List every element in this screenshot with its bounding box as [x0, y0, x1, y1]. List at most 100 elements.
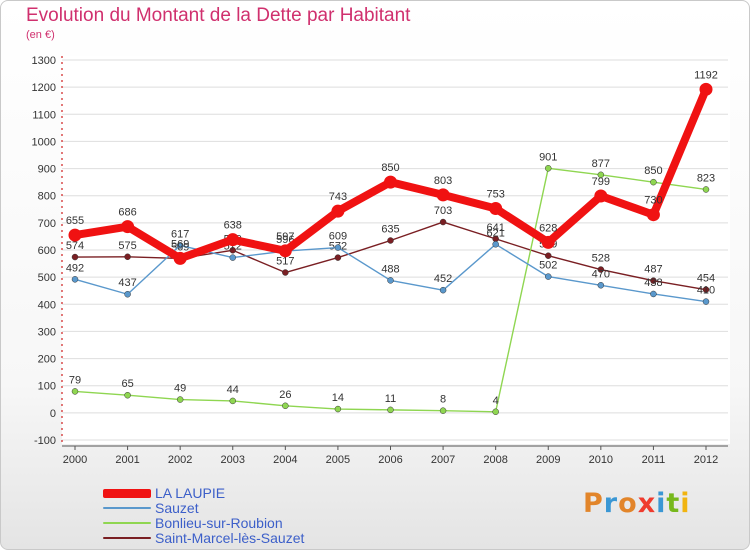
x-tick-label: 2002: [168, 454, 192, 466]
data-point: [176, 396, 184, 403]
y-tick-label: 300: [38, 326, 56, 338]
legend-swatch: [103, 507, 151, 509]
data-label: 635: [381, 224, 399, 236]
data-point: [387, 277, 394, 284]
legend-label: Saint-Marcel-lès-Sauzet: [155, 530, 305, 546]
data-label: 823: [697, 172, 715, 184]
data-point: [282, 269, 289, 276]
x-tick-label: 2008: [483, 454, 507, 466]
data-label: 655: [66, 215, 84, 227]
data-label: 4: [493, 395, 499, 407]
data-point: [68, 228, 82, 242]
data-label: 79: [69, 374, 81, 386]
data-label: 730: [644, 195, 662, 207]
data-point: [439, 218, 447, 226]
data-label: 617: [171, 228, 189, 240]
data-label: 1192: [694, 69, 718, 81]
data-label: 609: [329, 231, 347, 243]
data-label: 517: [276, 256, 294, 268]
x-tick-label: 2004: [273, 454, 297, 466]
y-tick-label: 0: [50, 408, 56, 420]
data-point: [71, 253, 79, 261]
chart-unit: (en €): [26, 29, 55, 41]
x-tick-label: 2011: [642, 454, 666, 466]
data-label: 803: [434, 175, 452, 187]
data-point: [597, 171, 605, 179]
data-point: [121, 220, 135, 234]
logo-letter: i: [680, 488, 691, 519]
data-label: 14: [332, 392, 344, 404]
data-point: [334, 244, 342, 251]
data-point: [545, 252, 552, 259]
data-point: [124, 391, 131, 399]
data-point: [439, 407, 447, 414]
line-chart: -100 0 100 200 300 400 500 600 700 800 900 1000 1100…: [32, 55, 730, 466]
y-tick-label: 1200: [32, 82, 56, 94]
data-label: 8: [440, 394, 446, 406]
legend-label: LA LAUPIE: [155, 485, 226, 501]
data-point: [387, 237, 394, 244]
data-point: [594, 189, 608, 203]
data-label: 528: [592, 253, 610, 265]
x-tick-label: 2003: [221, 454, 245, 466]
data-label: 438: [644, 277, 662, 289]
data-point: [173, 251, 187, 265]
data-label: 703: [434, 205, 452, 217]
data-point: [278, 244, 292, 258]
data-label: 487: [644, 264, 662, 276]
data-label: 26: [279, 389, 291, 401]
y-tick-label: 400: [38, 299, 56, 311]
data-point: [282, 402, 289, 410]
y-tick-label: 800: [38, 191, 56, 203]
logo-letter: i: [656, 488, 667, 519]
data-label: 410: [697, 285, 715, 297]
data-point: [492, 241, 499, 248]
data-label: 11: [385, 393, 396, 405]
logo-letter: x: [637, 488, 657, 519]
x-tick-label: 2000: [63, 454, 87, 466]
data-point: [650, 277, 657, 284]
data-label: 877: [592, 158, 610, 170]
legend-swatch: [103, 522, 151, 524]
y-tick-label: 1300: [32, 55, 56, 67]
data-point: [229, 254, 236, 261]
data-point: [436, 188, 450, 202]
x-tick-label: 2001: [115, 454, 139, 466]
data-label: 437: [118, 277, 136, 289]
legend-label: Bonlieu-sur-Roubion: [155, 515, 283, 531]
data-label: 502: [539, 260, 557, 272]
data-label: 44: [227, 384, 239, 396]
data-point: [124, 290, 131, 298]
data-point: [226, 233, 240, 247]
data-point: [124, 253, 131, 261]
data-point: [384, 175, 397, 189]
data-point: [334, 254, 342, 261]
data-label: 452: [434, 273, 452, 285]
data-label: 569: [171, 238, 189, 250]
x-tick-label: 2012: [694, 454, 718, 466]
y-tick-label: 200: [38, 354, 56, 366]
data-point: [229, 397, 236, 405]
data-label: 743: [329, 191, 347, 203]
data-label: 49: [174, 383, 186, 395]
data-label: 470: [592, 268, 610, 280]
data-label: 492: [66, 262, 84, 274]
x-tick-label: 2005: [326, 454, 350, 466]
data-point: [229, 247, 236, 254]
logo-letter: P: [583, 488, 604, 519]
data-point: [489, 201, 503, 215]
logo-letter: o: [618, 488, 638, 519]
data-label: 597: [276, 231, 294, 243]
data-point: [541, 235, 555, 249]
y-tick-label: 900: [38, 164, 56, 176]
data-label: 454: [697, 273, 715, 285]
x-tick-label: 2006: [378, 454, 402, 466]
data-point: [331, 204, 345, 218]
y-tick-label: 700: [38, 218, 56, 230]
legend-swatch: [103, 489, 151, 498]
data-point: [650, 290, 657, 298]
y-tick-label: 1000: [32, 136, 56, 148]
data-point: [650, 178, 657, 186]
data-point: [71, 276, 79, 283]
legend-swatch: [103, 537, 151, 539]
